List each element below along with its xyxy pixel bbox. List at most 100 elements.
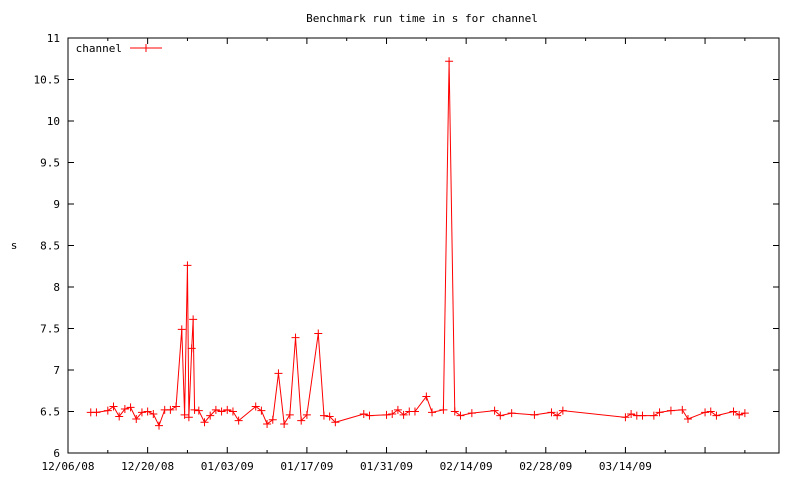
- y-axis: 6 6.5 7 7.5 8 8.5 9 9.5 10 10.5 11: [34, 32, 779, 460]
- data-point: [649, 411, 658, 420]
- data-point: [228, 407, 237, 416]
- data-point: [666, 406, 675, 415]
- y-tick-label: 6.5: [40, 406, 60, 419]
- y-tick-label: 8: [53, 281, 60, 294]
- data-point: [450, 407, 459, 416]
- data-point: [109, 402, 118, 411]
- data-point: [314, 329, 323, 338]
- data-point: [223, 405, 232, 414]
- data-point: [137, 408, 146, 417]
- data-point: [120, 405, 129, 414]
- y-tick-label: 7: [53, 364, 60, 377]
- chart-title: Benchmark run time in s for channel: [306, 12, 538, 25]
- data-point: [428, 408, 437, 417]
- x-tick-label: 01/31/09: [360, 460, 413, 473]
- data-point: [274, 369, 283, 378]
- data-point: [558, 406, 567, 415]
- x-tick-label: 12/06/08: [42, 460, 95, 473]
- x-tick-label: 01/03/09: [201, 460, 254, 473]
- data-point: [211, 405, 220, 414]
- x-tick-label: 01/17/09: [280, 460, 333, 473]
- x-tick-label: 02/14/09: [440, 460, 493, 473]
- data-point: [234, 416, 243, 425]
- data-point: [399, 410, 408, 419]
- data-point: [393, 405, 402, 414]
- series-line: [90, 61, 746, 427]
- data-point: [189, 315, 198, 324]
- legend-label: channel: [76, 42, 122, 55]
- data-point: [388, 409, 397, 418]
- data-point: [180, 410, 189, 419]
- x-tick-label: 02/28/09: [519, 460, 572, 473]
- data-point: [365, 411, 374, 420]
- data-point: [382, 410, 391, 419]
- y-tick-label: 7.5: [40, 323, 60, 336]
- data-point: [638, 411, 647, 420]
- data-point: [132, 414, 141, 423]
- data-point: [325, 412, 334, 421]
- data-point: [183, 261, 192, 270]
- data-point: [422, 392, 431, 401]
- data-point: [184, 413, 193, 422]
- data-point: [166, 405, 175, 414]
- data-point: [683, 414, 692, 423]
- data-point: [194, 406, 203, 415]
- data-point: [621, 413, 630, 422]
- plot-frame: [67, 37, 780, 454]
- data-point: [735, 410, 744, 419]
- x-tick-label: 12/20/08: [121, 460, 174, 473]
- data-point: [740, 409, 749, 418]
- data-point: [177, 325, 186, 334]
- x-tick-label: 03/14/09: [599, 460, 652, 473]
- y-tick-label: 10.5: [34, 74, 61, 87]
- legend-marker: [142, 44, 150, 52]
- data-point: [701, 408, 710, 417]
- y-tick-label: 9.5: [40, 157, 60, 170]
- data-point: [149, 409, 158, 418]
- data-point: [103, 406, 112, 415]
- y-tick-label: 6: [53, 447, 60, 460]
- data-point: [155, 421, 164, 430]
- x-axis: 12/06/08 12/20/08 01/03/09 01/17/09 01/31/09…: [42, 38, 746, 473]
- legend: channel: [76, 42, 162, 55]
- y-tick-label: 10: [47, 115, 60, 128]
- data-point: [200, 418, 209, 427]
- data-point: [251, 402, 260, 411]
- data-point: [553, 411, 562, 420]
- data-point: [507, 409, 516, 418]
- data-point: [268, 415, 277, 424]
- data-point: [530, 410, 539, 419]
- data-point: [410, 407, 419, 416]
- data-point: [263, 419, 272, 428]
- data-point: [115, 412, 124, 421]
- data-point: [319, 411, 328, 420]
- series-channel: [86, 57, 749, 430]
- data-point: [456, 411, 465, 420]
- data-point: [206, 411, 215, 420]
- data-point: [143, 407, 152, 416]
- data-point: [467, 409, 476, 418]
- y-tick-label: 8.5: [40, 240, 60, 253]
- data-point: [627, 409, 636, 418]
- data-point: [439, 405, 448, 414]
- data-point: [291, 333, 300, 342]
- y-axis-label: s: [11, 239, 18, 252]
- y-tick-label: 11: [47, 32, 60, 45]
- data-point: [302, 410, 311, 419]
- data-point: [331, 418, 340, 427]
- data-point: [445, 57, 454, 66]
- data-point: [217, 407, 226, 416]
- data-point: [187, 344, 196, 353]
- data-point: [712, 411, 721, 420]
- data-point: [126, 403, 135, 412]
- y-tick-label: 9: [53, 198, 60, 211]
- data-point: [547, 408, 556, 417]
- data-point: [190, 405, 199, 414]
- data-point: [257, 406, 266, 415]
- data-point: [706, 407, 715, 416]
- data-point: [496, 411, 505, 420]
- data-point: [359, 409, 368, 418]
- data-point: [655, 408, 664, 417]
- data-point: [280, 419, 289, 428]
